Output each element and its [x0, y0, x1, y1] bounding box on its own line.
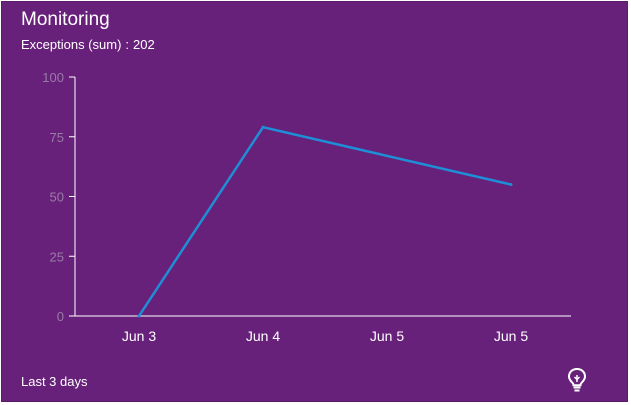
x-tick-label: Jun 4: [246, 328, 280, 344]
series-line: [137, 125, 512, 317]
lightbulb-icon[interactable]: [566, 367, 588, 393]
y-tick-label: 0: [57, 309, 64, 324]
data-point: [261, 125, 265, 129]
y-tick-label: 100: [42, 70, 64, 85]
y-tick-label: 75: [50, 130, 64, 145]
data-point: [509, 183, 513, 187]
x-tick-label: Jun 3: [122, 328, 156, 344]
tile-title: Monitoring: [21, 9, 110, 30]
metric-value: 202: [133, 37, 155, 52]
x-tick-label: Jun 5: [494, 328, 528, 344]
y-tick-label: 50: [50, 190, 64, 205]
data-point: [137, 314, 141, 318]
metric-label: Exceptions (sum): [21, 37, 122, 52]
time-range-label: Last 3 days: [21, 374, 88, 389]
metric-summary: Exceptions (sum):202: [21, 37, 155, 52]
x-tick-label: Jun 5: [370, 328, 404, 344]
y-tick-label: 25: [50, 249, 64, 264]
metric-separator: :: [125, 37, 130, 52]
